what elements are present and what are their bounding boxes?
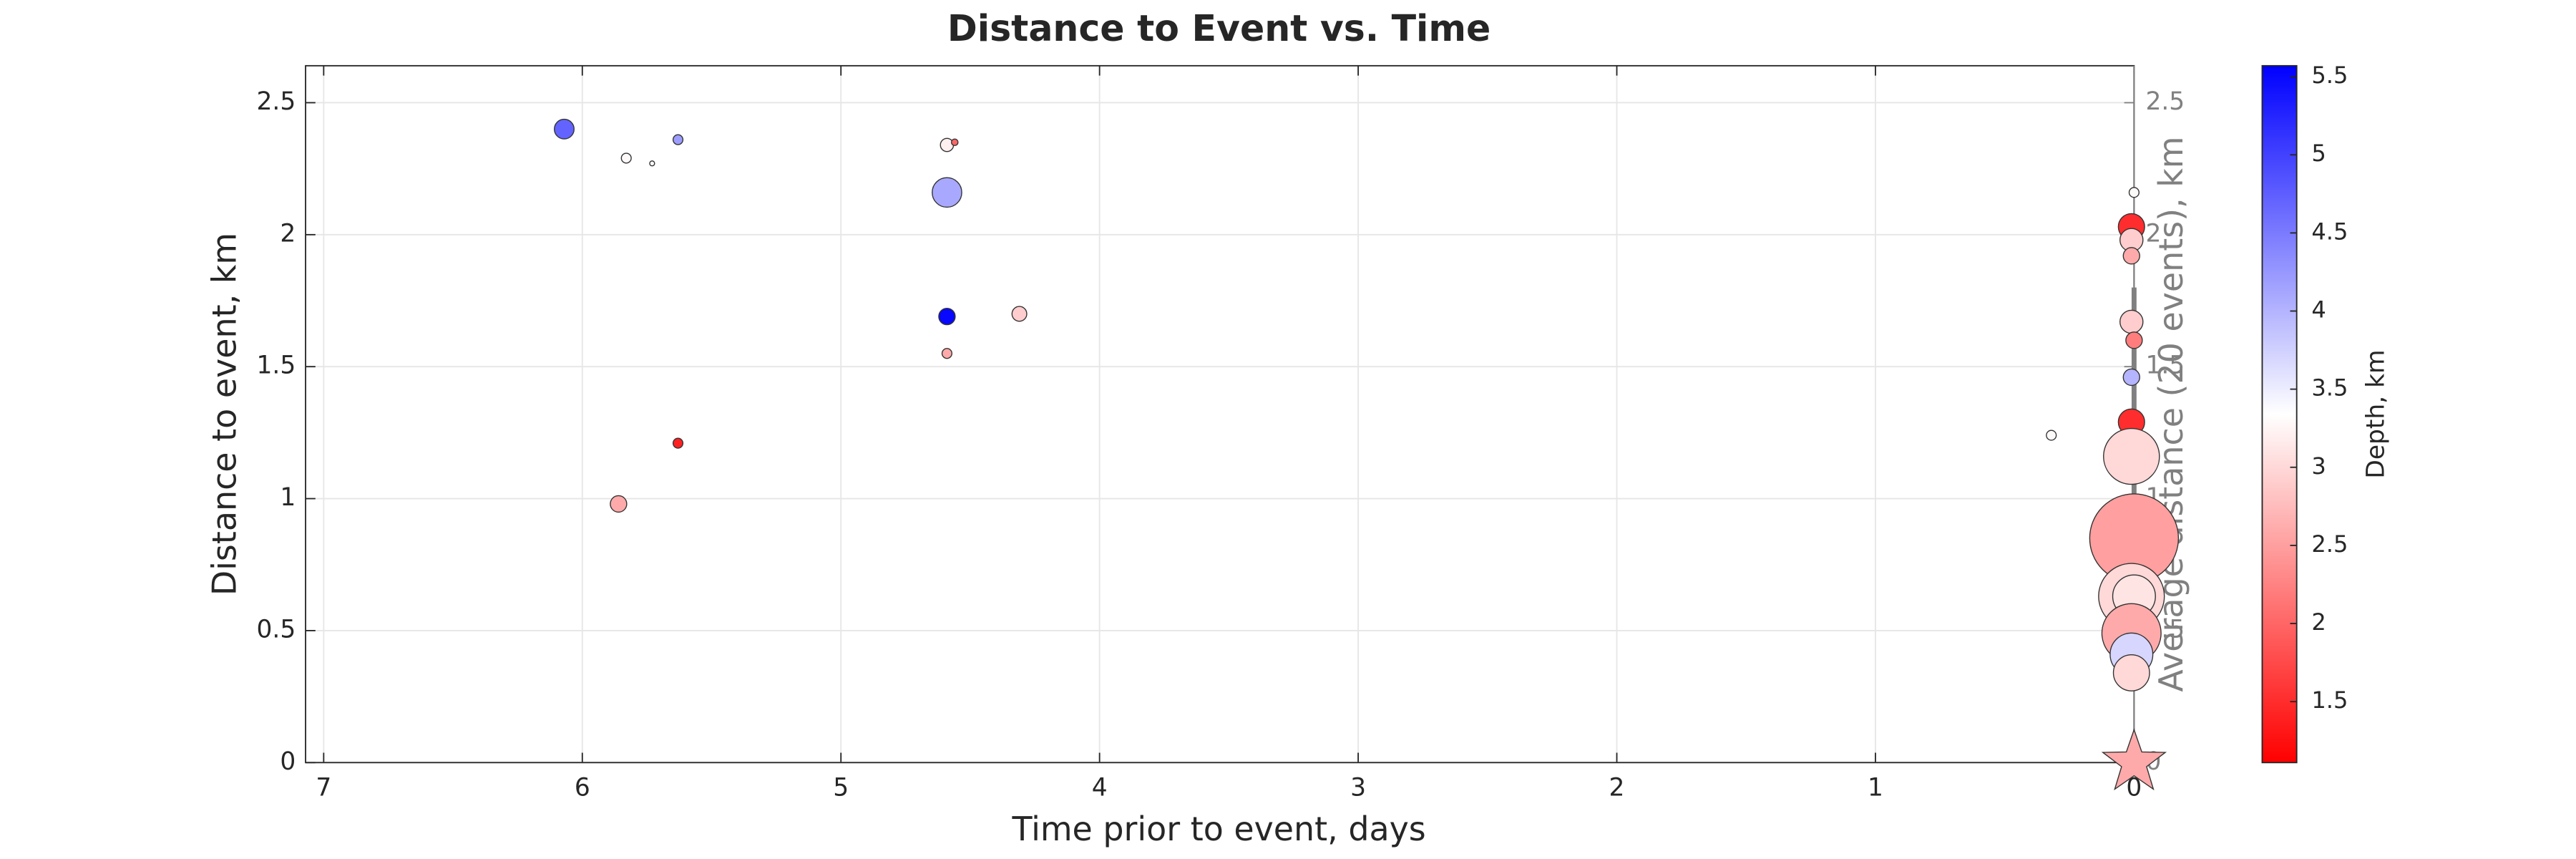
y2-tick-label: 1.5 (2145, 351, 2185, 380)
x-tick-label: 3 (1350, 774, 1366, 802)
colorbar (2261, 64, 2298, 764)
x-tick-label: 2 (1609, 774, 1625, 802)
colorbar-tick-label: 4 (2311, 296, 2326, 324)
bubble (941, 348, 952, 359)
x-tick-label: 4 (1092, 774, 1108, 802)
y-tick-label: 2.5 (257, 87, 296, 116)
y-axis-label: Distance to event, km (205, 233, 243, 596)
y-tick-label: 2 (280, 219, 296, 248)
bubble (672, 437, 684, 449)
bubble (932, 177, 962, 208)
x-tick-label: 6 (575, 774, 590, 802)
bubble (2122, 368, 2140, 387)
y-tick-label: 0 (280, 747, 296, 776)
bubble (610, 495, 628, 513)
bubble (2103, 427, 2160, 485)
x-tick-label: 7 (316, 774, 331, 802)
bubble (2125, 331, 2143, 349)
bubble (620, 152, 632, 164)
event-star (2101, 728, 2167, 791)
x-axis-label: Time prior to event, days (1011, 810, 1425, 848)
colorbar-tick-label: 5 (2311, 140, 2326, 167)
bubble (2046, 430, 2057, 441)
chart-title: Distance to Event vs. Time (947, 7, 1491, 49)
y-tick-label: 1 (280, 483, 296, 512)
colorbar-tick-label: 4.5 (2311, 218, 2348, 245)
colorbar-tick-label: 2.5 (2311, 530, 2348, 558)
x-tick-label: 5 (833, 774, 849, 802)
y-tick-label: 0.5 (257, 615, 296, 644)
bubble (2122, 247, 2140, 265)
colorbar-tick-label: 5.5 (2311, 62, 2348, 89)
bubble (2119, 309, 2144, 334)
bubble (950, 138, 959, 147)
colorbar-tick-label: 3 (2311, 452, 2326, 480)
y2-tick-label: 2 (2145, 219, 2161, 248)
bubble (2112, 654, 2150, 691)
bubble (649, 160, 655, 167)
y-tick-label: 1.5 (257, 351, 296, 380)
x-tick-label: 1 (1868, 774, 1883, 802)
plot-frame (305, 64, 2135, 764)
bubble (672, 134, 684, 145)
colorbar-tick-label: 3.5 (2311, 374, 2348, 402)
bubble (1011, 306, 1028, 322)
x-tick-label: 0 (2126, 774, 2142, 802)
bubble (2128, 187, 2140, 198)
bubble (938, 307, 956, 326)
colorbar-tick-label: 1.5 (2311, 686, 2348, 714)
colorbar-label: Depth, km (2362, 349, 2391, 478)
y2-tick-label: 2.5 (2145, 87, 2185, 116)
bubble (554, 118, 575, 140)
colorbar-tick-label: 2 (2311, 608, 2326, 636)
